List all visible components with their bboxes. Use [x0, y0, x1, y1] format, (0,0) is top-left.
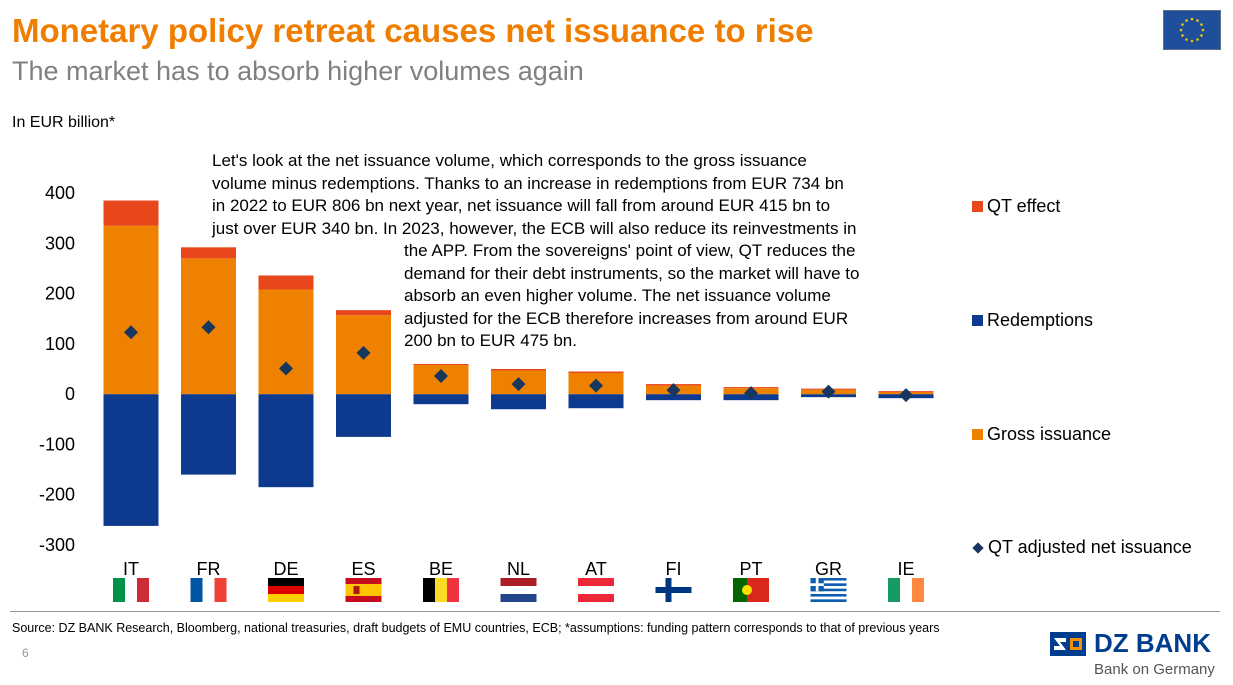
flag-it-icon [113, 578, 149, 602]
legend-qt-effect: QT effect [972, 196, 1060, 217]
annotation-line: 200 bn to EUR 475 bn. [404, 331, 577, 350]
marker-qt-net-ie [899, 388, 913, 403]
y-tick-label: 200 [45, 284, 75, 304]
bar-group [103, 200, 934, 526]
annotation-line: demand for their debt instruments, so th… [404, 263, 860, 283]
annotation-line: just over EUR 340 bn. In 2023, however, … [212, 218, 857, 238]
annotation-line: in 2022 to EUR 806 bn next year, net iss… [212, 196, 831, 215]
y-tick-label: -300 [39, 535, 75, 555]
x-tick-label: IE [897, 559, 914, 579]
bar-qt-effect-de [258, 275, 314, 290]
x-tick-label: ES [351, 559, 375, 579]
y-tick-label: 0 [65, 384, 75, 404]
y-tick-label: 100 [45, 334, 75, 354]
flag-ie-icon [888, 578, 924, 602]
marker-qt-net-it [124, 325, 138, 340]
source-note: Source: DZ BANK Research, Bloomberg, nat… [12, 621, 940, 635]
page-number: 6 [22, 646, 29, 660]
annotation-line: adjusted for the ECB therefore increases… [404, 308, 849, 328]
footer-divider [10, 611, 1220, 612]
x-tick-label: FR [197, 559, 221, 579]
marker-qt-net-fr [201, 320, 216, 335]
marker-qt-net-fi [666, 383, 681, 398]
marker-qt-net-gr [821, 384, 836, 399]
brand-tagline: Bank on Germany [1094, 661, 1215, 678]
legend-redemptions: Redemptions [972, 310, 1093, 331]
bar-redemptions-es [336, 394, 391, 437]
legend-label: Redemptions [987, 310, 1094, 330]
x-tick-label: PT [739, 559, 762, 579]
bar-qt-effect-at [568, 371, 624, 374]
legend-swatch-redemptions [972, 315, 983, 326]
y-tick-label: -200 [39, 485, 75, 505]
annotation-line: the APP. From the sovereigns' point of v… [404, 241, 856, 260]
marker-qt-net-nl [511, 377, 526, 392]
bar-qt-effect-it [103, 200, 159, 226]
bar-qt-effect-be [413, 363, 469, 365]
x-tick-label: NL [507, 559, 530, 579]
chart-annotation: Let's look at the net issuance volume, w… [212, 150, 932, 353]
dz-bank-logo-icon [1050, 632, 1086, 656]
bar-redemptions-de [258, 394, 314, 488]
page-subtitle: The market has to absorb higher volumes … [12, 56, 584, 86]
flag-nl-icon [500, 578, 537, 602]
bar-redemptions-at [568, 394, 624, 409]
legend-label: Gross issuance [987, 424, 1112, 444]
x-tick-label: GR [815, 559, 842, 579]
annotation-line: Let's look at the net issuance volume, w… [212, 151, 807, 170]
bar-qt-effect-nl [491, 369, 546, 371]
marker-qt-net-at [589, 378, 603, 393]
bar-qt-effect-fr [181, 247, 236, 259]
y-tick-label: -100 [39, 434, 75, 454]
annotation-line: absorb an even higher volume. The net is… [404, 286, 831, 305]
flag-at-icon [578, 578, 614, 602]
bar-redemptions-fr [181, 394, 236, 475]
x-axis-labels: IT FR DE ES BE NL AT FI PT GR IE [123, 559, 915, 579]
bar-redemptions-nl [491, 394, 546, 410]
y-tick-label: 400 [45, 183, 75, 203]
marker-qt-net-de [279, 361, 293, 376]
flag-de-icon [268, 578, 304, 602]
bar-gross-issuance-de [258, 289, 314, 395]
annotation-line: volume minus redemptions. Thanks to an i… [212, 173, 844, 193]
flag-fi-icon [655, 578, 692, 602]
bar-redemptions-be [413, 394, 469, 405]
legend-swatch-gross-issuance [972, 429, 983, 440]
x-tick-label: BE [429, 559, 453, 579]
flag-fr-icon [190, 578, 227, 602]
unit-label: In EUR billion* [12, 114, 116, 131]
brand-name: DZ BANK [1094, 628, 1211, 658]
x-tick-label: AT [585, 559, 607, 579]
legend-label: QT adjusted net issuance [988, 537, 1192, 557]
flag-es-icon [345, 578, 382, 602]
bar-redemptions-it [103, 394, 159, 526]
legend-label: QT effect [987, 196, 1061, 216]
marker-qt-net-be [434, 369, 448, 384]
eu-flag-icon [1163, 10, 1221, 50]
legend-qt-net: QT adjusted net issuance [972, 537, 1192, 558]
bar-redemptions-fi [646, 394, 701, 401]
country-flags [113, 578, 924, 602]
net-issuance-markers [124, 320, 913, 403]
flag-be-icon [423, 578, 459, 602]
x-tick-label: IT [123, 559, 139, 579]
flag-pt-icon [733, 578, 769, 602]
legend-swatch-qt-effect [972, 201, 983, 212]
x-tick-label: DE [273, 559, 298, 579]
bar-qt-effect-es [336, 310, 391, 316]
y-tick-label: 300 [45, 233, 75, 253]
legend-gross-issuance: Gross issuance [972, 424, 1111, 445]
bar-gross-issuance-it [103, 225, 159, 395]
page-title: Monetary policy retreat causes net issua… [12, 12, 814, 49]
dz-bank-logo: DZ BANK Bank on Germany [1050, 628, 1225, 682]
x-tick-label: FI [666, 559, 682, 579]
y-axis: 400 300 200 100 0 -100 -200 -300 [39, 183, 75, 555]
legend-diamond-icon [972, 541, 984, 554]
flag-gr-icon [810, 578, 847, 602]
net-issuance-chart: 400 300 200 100 0 -100 -200 -300 IT FR DE ES BE NL AT… [39, 183, 934, 602]
marker-qt-net-es [356, 345, 371, 360]
marker-qt-net-pt [744, 386, 758, 401]
